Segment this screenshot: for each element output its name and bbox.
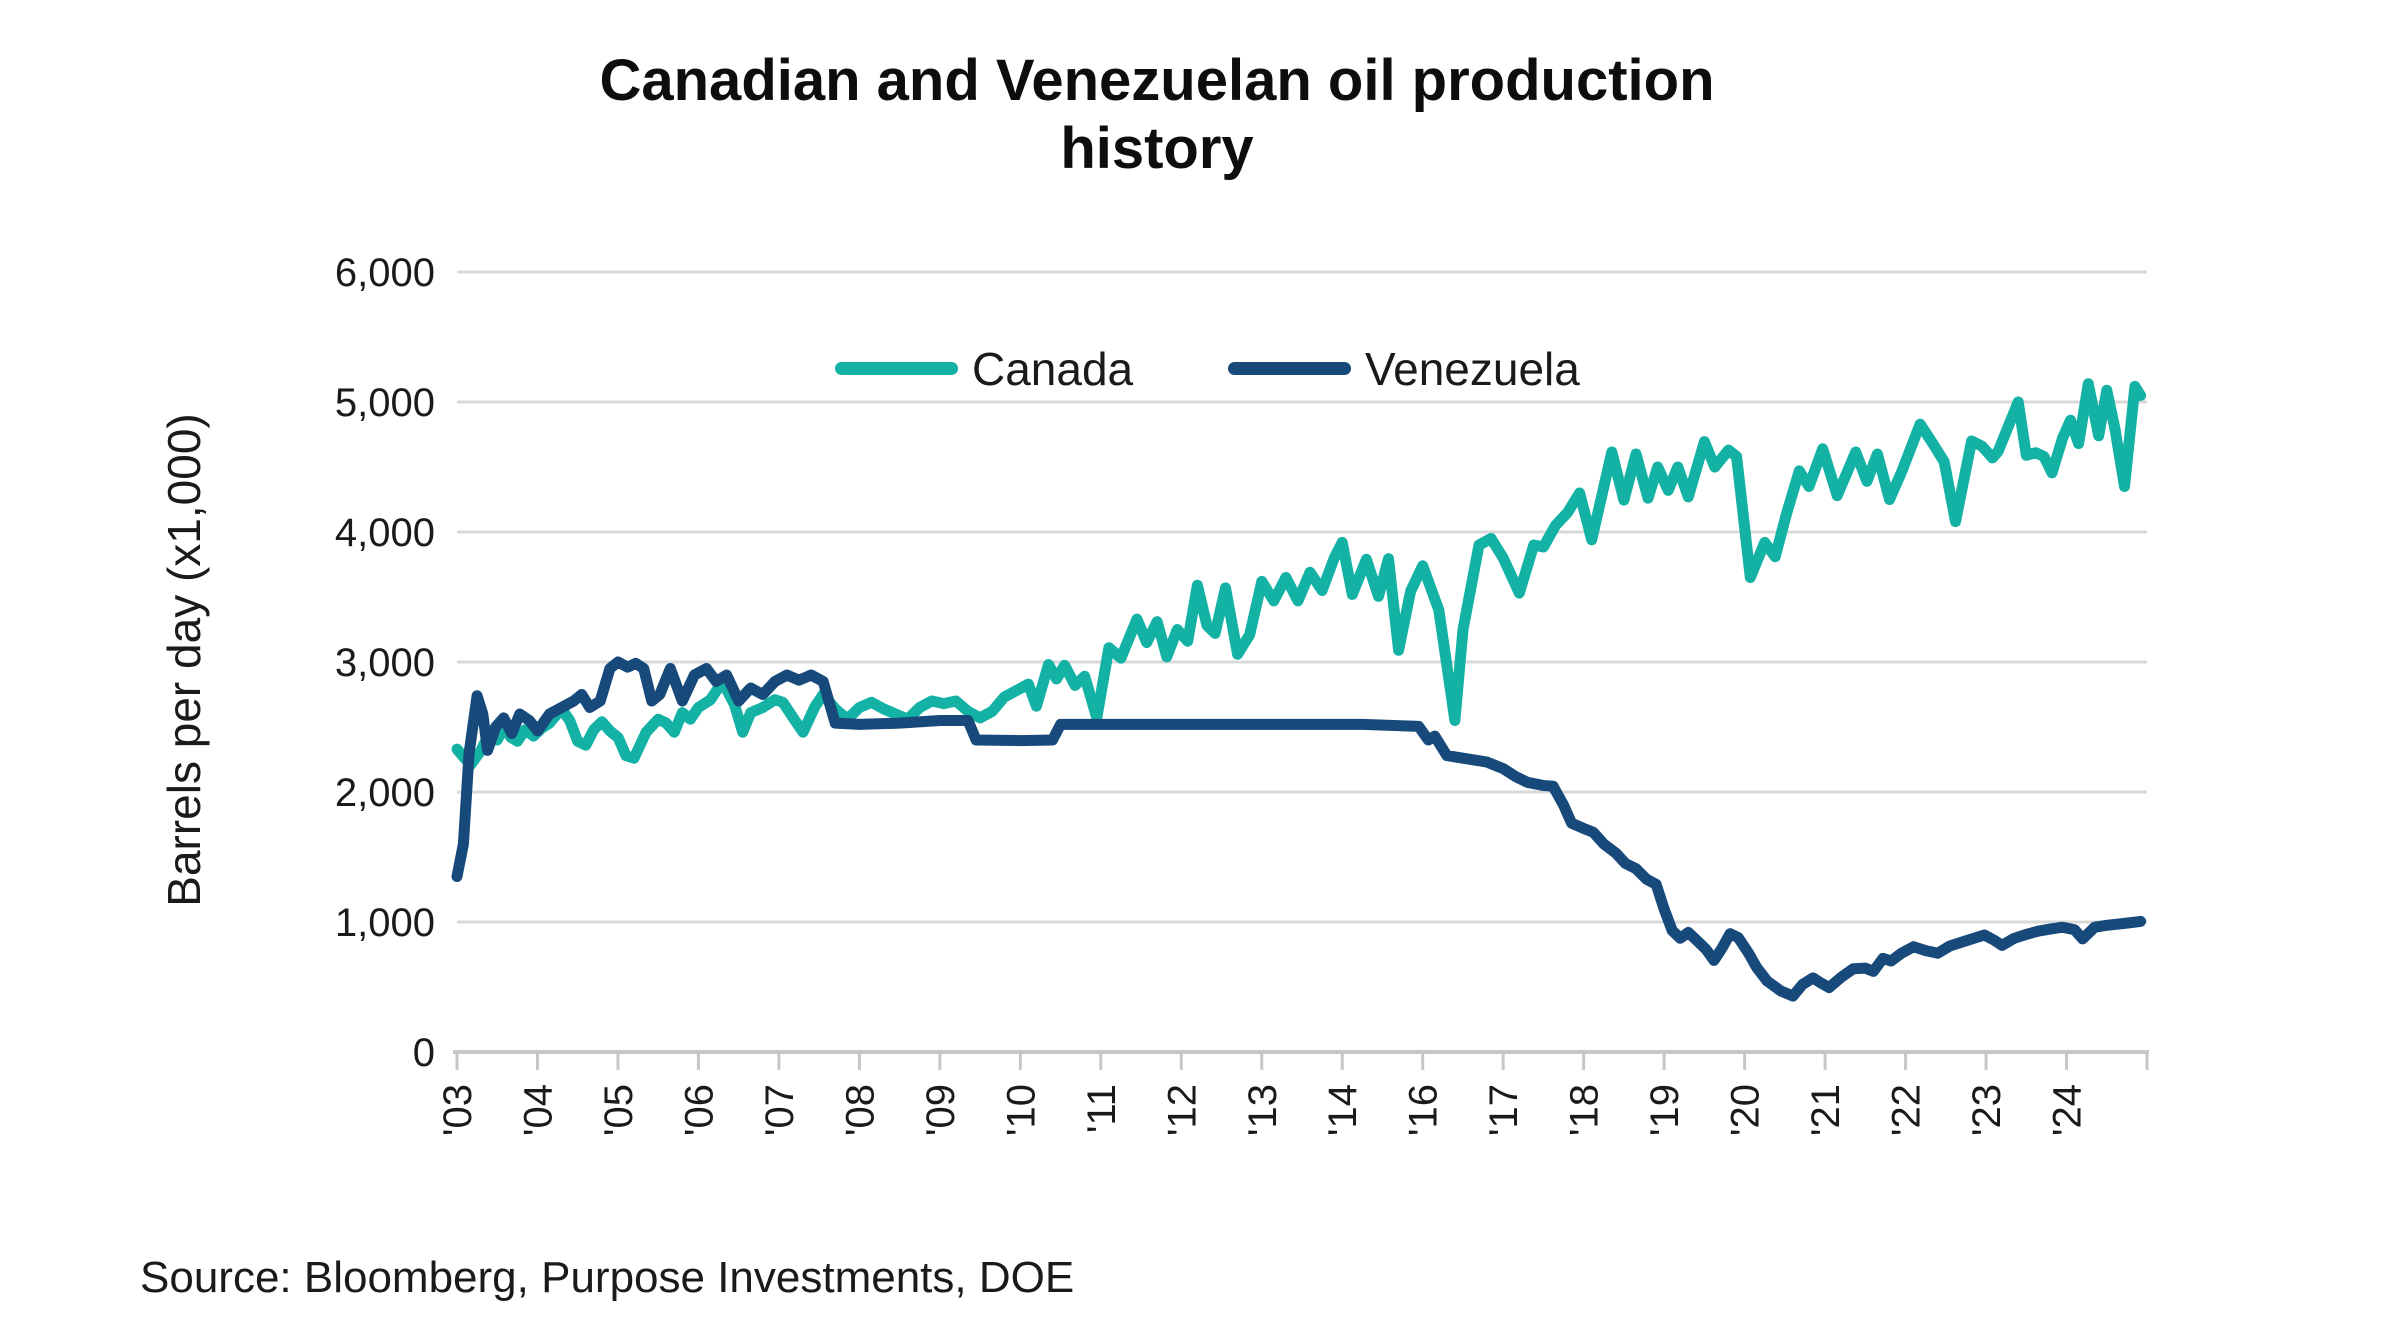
x-tick-label-03: '03	[436, 1084, 480, 1136]
x-tick-label-22: '22	[1885, 1084, 1929, 1136]
chart-title-line2: history	[1060, 116, 1253, 181]
venezuela-line	[451, 656, 2147, 1002]
y-tick-label-5000: 5,000	[335, 381, 435, 425]
x-tick-label-09: '09	[919, 1084, 963, 1136]
series-lines	[451, 378, 2147, 1002]
x-axis: '03 '04 '05 '06 '07 '08 '09 '10 '11 '12 '13 '14 '16 '…	[436, 1050, 2149, 1136]
canada-line	[451, 378, 2147, 771]
y-tick-label-2000: 2,000	[335, 771, 435, 815]
x-tick-label-13: '13	[1241, 1084, 1285, 1136]
x-tick-label-18: '18	[1563, 1084, 1607, 1136]
source-text: Source: Bloomberg, Purpose Investments, …	[140, 1253, 1074, 1302]
legend-swatch-canada	[835, 362, 958, 375]
legend-swatch-venezuela	[1228, 362, 1351, 375]
x-tick-label-07: '07	[758, 1084, 802, 1136]
x-tick-label-16: '16	[1402, 1084, 1446, 1136]
chart-title-line1: Canadian and Venezuelan oil production	[599, 48, 1714, 113]
x-tick-label-21: '21	[1804, 1084, 1848, 1136]
y-axis-title: Barrels per day (x1,000)	[158, 413, 210, 906]
legend-label-venezuela: Venezuela	[1365, 343, 1580, 395]
x-tick-label-23: '23	[1965, 1084, 2009, 1136]
x-tick-label-14: '14	[1321, 1084, 1365, 1136]
x-tick-label-20: '20	[1724, 1084, 1768, 1136]
gridlines	[457, 270, 2147, 924]
x-tick-label-11: '11	[1080, 1084, 1124, 1133]
y-axis-tick-labels: 6,000 5,000 4,000 3,000 2,000 1,000 0	[335, 251, 435, 1075]
x-tick-label-08: '08	[838, 1084, 882, 1136]
x-tick-label-17: '17	[1482, 1084, 1526, 1136]
x-tick-label-05: '05	[597, 1084, 641, 1136]
x-tick-label-10: '10	[999, 1084, 1043, 1136]
x-tick-label-19: '19	[1643, 1084, 1687, 1136]
legend: Canada Venezuela	[835, 343, 1580, 395]
y-tick-label-0: 0	[413, 1031, 435, 1075]
legend-label-canada: Canada	[972, 343, 1134, 395]
y-tick-label-6000: 6,000	[335, 251, 435, 295]
y-tick-label-1000: 1,000	[335, 901, 435, 945]
x-tick-label-06: '06	[677, 1084, 721, 1136]
y-tick-label-4000: 4,000	[335, 511, 435, 555]
x-tick-label-04: '04	[516, 1084, 560, 1136]
x-tick-label-24: '24	[2046, 1084, 2090, 1136]
y-tick-label-3000: 3,000	[335, 641, 435, 685]
x-tick-label-12: '12	[1160, 1084, 1204, 1136]
